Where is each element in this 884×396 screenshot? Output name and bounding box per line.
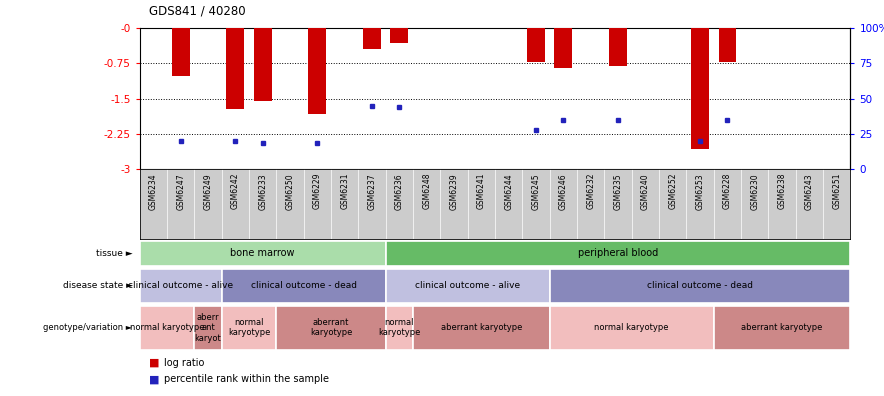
Text: normal karyotype: normal karyotype [130, 323, 204, 332]
Text: clinical outcome - alive: clinical outcome - alive [128, 282, 233, 290]
Text: GSM6241: GSM6241 [476, 173, 486, 209]
Bar [222, 269, 385, 303]
Bar [363, 28, 381, 49]
Text: GSM6249: GSM6249 [203, 173, 212, 209]
Text: GSM6235: GSM6235 [613, 173, 622, 209]
Bar [140, 240, 385, 267]
Text: aberr
ant
karyot: aberr ant karyot [194, 313, 221, 343]
Bar [554, 28, 572, 68]
Text: GSM6238: GSM6238 [778, 173, 787, 209]
Text: GSM6234: GSM6234 [149, 173, 158, 209]
Bar [550, 306, 713, 350]
Text: GSM6228: GSM6228 [723, 173, 732, 209]
Bar [385, 306, 413, 350]
Text: bone marrow: bone marrow [231, 248, 295, 259]
Text: clinical outcome - dead: clinical outcome - dead [251, 282, 356, 290]
Text: GSM6245: GSM6245 [531, 173, 540, 209]
Text: GSM6243: GSM6243 [805, 173, 814, 209]
Bar [171, 28, 189, 76]
Text: tissue ►: tissue ► [96, 249, 133, 258]
Bar [391, 28, 408, 43]
Bar [385, 269, 550, 303]
Bar [413, 306, 550, 350]
Text: GSM6252: GSM6252 [668, 173, 677, 209]
Bar [385, 240, 850, 267]
Text: GSM6251: GSM6251 [832, 173, 842, 209]
Text: GSM6244: GSM6244 [504, 173, 514, 209]
Text: GSM6236: GSM6236 [395, 173, 404, 209]
Text: GSM6237: GSM6237 [368, 173, 377, 209]
Bar [254, 28, 271, 101]
Text: GSM6233: GSM6233 [258, 173, 267, 209]
Text: GSM6231: GSM6231 [340, 173, 349, 209]
Bar [226, 28, 244, 109]
Text: disease state ►: disease state ► [63, 282, 133, 290]
Bar [194, 306, 222, 350]
Bar [719, 28, 736, 62]
Text: ■: ■ [149, 374, 159, 384]
Text: normal
karyotype: normal karyotype [228, 318, 271, 337]
Bar [222, 306, 277, 350]
Text: GSM6230: GSM6230 [751, 173, 759, 209]
Text: peripheral blood: peripheral blood [578, 248, 659, 259]
Text: GSM6246: GSM6246 [559, 173, 568, 209]
Bar [609, 28, 627, 65]
Bar [309, 28, 326, 114]
Text: normal
karyotype: normal karyotype [378, 318, 421, 337]
Text: GSM6232: GSM6232 [586, 173, 595, 209]
Text: GSM6253: GSM6253 [696, 173, 705, 209]
Text: aberrant karyotype: aberrant karyotype [742, 323, 823, 332]
Text: GSM6229: GSM6229 [313, 173, 322, 209]
Text: GSM6247: GSM6247 [176, 173, 185, 209]
Text: GDS841 / 40280: GDS841 / 40280 [149, 5, 245, 18]
Bar [277, 306, 385, 350]
Bar [713, 306, 850, 350]
Bar [140, 306, 194, 350]
Text: GSM6239: GSM6239 [450, 173, 459, 209]
Text: genotype/variation ►: genotype/variation ► [43, 323, 133, 332]
Text: GSM6242: GSM6242 [231, 173, 240, 209]
Text: ■: ■ [149, 358, 159, 368]
Text: GSM6250: GSM6250 [286, 173, 294, 209]
Bar [527, 28, 545, 62]
Text: percentile rank within the sample: percentile rank within the sample [164, 374, 330, 384]
Text: clinical outcome - dead: clinical outcome - dead [647, 282, 753, 290]
Bar [140, 269, 222, 303]
Bar [691, 28, 709, 148]
Text: log ratio: log ratio [164, 358, 205, 368]
Bar [550, 269, 850, 303]
Text: normal karyotype: normal karyotype [594, 323, 669, 332]
Text: GSM6248: GSM6248 [423, 173, 431, 209]
Text: aberrant
karyotype: aberrant karyotype [309, 318, 352, 337]
Text: clinical outcome - alive: clinical outcome - alive [415, 282, 521, 290]
Text: GSM6240: GSM6240 [641, 173, 650, 209]
Text: aberrant karyotype: aberrant karyotype [441, 323, 522, 332]
